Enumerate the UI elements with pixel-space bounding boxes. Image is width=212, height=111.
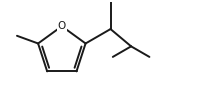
Text: O: O <box>58 21 66 31</box>
